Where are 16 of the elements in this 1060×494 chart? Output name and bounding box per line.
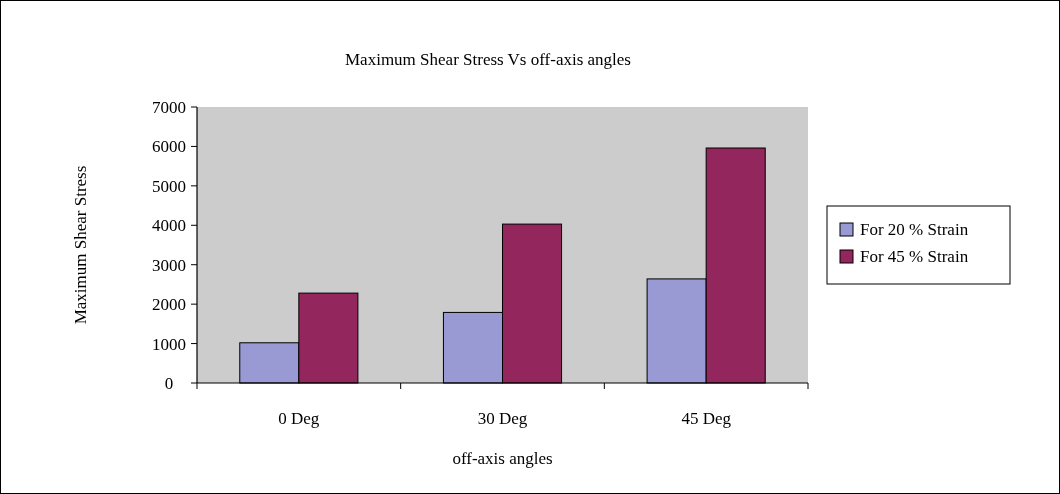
chart-title: Maximum Shear Stress Vs off-axis angles (345, 50, 631, 69)
legend-label: For 45 % Strain (860, 247, 969, 266)
y-tick-label: 4000 (152, 216, 186, 236)
y-tick-label: 0 (164, 374, 174, 393)
y-tick-label: 1000 (152, 334, 186, 354)
x-tick-label: 0 Deg (278, 409, 320, 428)
y-axis-title: Maximum Shear Stress (71, 165, 90, 325)
y-tick-label: 7000 (152, 98, 186, 117)
x-tick-label: 30 Deg (477, 409, 528, 428)
x-tick-label: 45 Deg (681, 409, 732, 428)
legend-label: For 20 % Strain (860, 220, 969, 239)
y-tick-label: 5000 (152, 176, 186, 196)
y-tick-label: 6000 (152, 137, 186, 157)
x-axis-title: off-axis angles (452, 449, 553, 468)
y-tick-label: 2000 (152, 295, 186, 315)
y-tick-label: 3000 (152, 255, 186, 275)
